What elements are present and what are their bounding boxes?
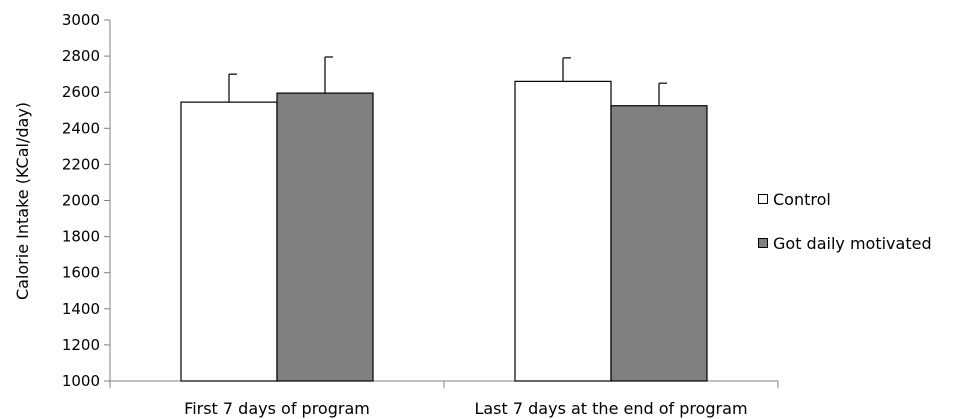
- bar: [276, 92, 374, 382]
- legend-swatch-motivated: [758, 238, 768, 248]
- y-tick-label: 2600: [62, 83, 100, 101]
- y-tick-label: 1000: [62, 372, 100, 390]
- legend-item-motivated: Got daily motivated: [758, 232, 932, 254]
- legend-swatch-control: [758, 194, 768, 204]
- bar: [180, 101, 278, 382]
- bar: [610, 105, 708, 382]
- y-axis: 1000 1200 1400 1600 1800 2000 2200 2400 2600 2800…: [62, 11, 111, 390]
- x-category-label: First 7 days of program: [184, 399, 370, 418]
- x-axis: First 7 days of program Last 7 days at th…: [109, 380, 779, 418]
- bars: [180, 80, 708, 382]
- y-tick-label: 2800: [62, 47, 100, 65]
- x-category-label: Last 7 days at the end of program: [474, 399, 747, 418]
- y-tick-label: 2200: [62, 155, 100, 173]
- y-tick-label: 3000: [62, 11, 100, 29]
- y-tick-label: 2400: [62, 119, 100, 137]
- bar: [514, 80, 612, 382]
- y-tick-label: 1600: [62, 264, 100, 282]
- y-tick-label: 1200: [62, 336, 100, 354]
- legend-label-motivated: Got daily motivated: [773, 233, 932, 253]
- legend: Control Got daily motivated: [758, 188, 932, 276]
- legend-item-control: Control: [758, 188, 932, 210]
- y-axis-title: Calorie Intake (KCal/day): [13, 102, 32, 300]
- y-tick-label: 1400: [62, 300, 100, 318]
- legend-label-control: Control: [773, 189, 831, 209]
- y-tick-label: 2000: [62, 192, 100, 210]
- y-tick-label: 1800: [62, 228, 100, 246]
- error-bars: [228, 56, 667, 106]
